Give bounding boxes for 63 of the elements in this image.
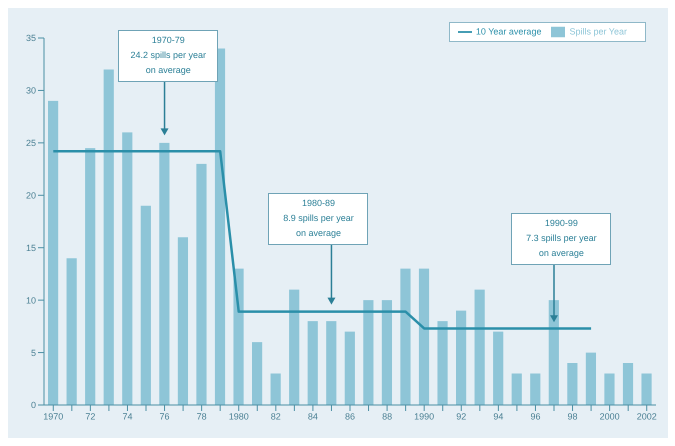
y-tick-label: 20 bbox=[26, 190, 36, 200]
callout-box: 1980-89 8.9 spills per year on average bbox=[268, 193, 368, 245]
bar bbox=[48, 100, 58, 405]
bar bbox=[530, 374, 540, 405]
bar bbox=[548, 300, 559, 405]
bar bbox=[214, 48, 226, 405]
y-tick-label: 0 bbox=[30, 400, 36, 410]
bar bbox=[604, 374, 615, 405]
x-tick-label: 78 bbox=[196, 411, 207, 422]
x-tick-label: 86 bbox=[344, 411, 356, 422]
bar bbox=[196, 164, 207, 405]
x-tick-label: 98 bbox=[568, 411, 578, 422]
bar bbox=[178, 237, 188, 405]
bar bbox=[122, 132, 132, 405]
bar bbox=[159, 142, 170, 405]
bar bbox=[493, 332, 504, 405]
bar bbox=[437, 321, 448, 405]
x-tick-label: 92 bbox=[456, 411, 466, 422]
y-tick-label: 25 bbox=[26, 138, 36, 148]
bar bbox=[474, 290, 485, 405]
bar bbox=[252, 342, 262, 405]
x-tick-label: 76 bbox=[160, 411, 170, 422]
x-tick-label: 96 bbox=[530, 411, 540, 422]
bar bbox=[140, 206, 151, 405]
bar bbox=[326, 321, 336, 405]
callout-box: 1970-79 24.2 spills per year on average bbox=[118, 30, 218, 82]
bar bbox=[233, 268, 244, 405]
bar bbox=[363, 300, 374, 405]
callout-box: 1990-99 7.3 spills per year on average bbox=[511, 213, 612, 265]
x-tick-label: 82 bbox=[270, 411, 281, 422]
bar bbox=[400, 268, 411, 405]
bar bbox=[66, 258, 77, 405]
y-tick-label: 5 bbox=[30, 348, 36, 358]
bar bbox=[344, 332, 355, 405]
bar bbox=[308, 321, 318, 405]
legend-label: 10 Year average bbox=[476, 26, 542, 36]
y-tick-label: 10 bbox=[26, 295, 36, 306]
x-tick-label: 84 bbox=[308, 411, 318, 422]
x-tick-label: 72 bbox=[85, 411, 96, 422]
bar bbox=[270, 374, 281, 405]
bar bbox=[382, 300, 392, 405]
x-tick-label: 2002 bbox=[636, 411, 657, 422]
legend-label: Spills per Year bbox=[569, 26, 627, 36]
bar bbox=[512, 374, 522, 405]
bar bbox=[456, 310, 466, 405]
y-tick-label: 35 bbox=[26, 33, 36, 44]
y-tick-label: 15 bbox=[26, 242, 36, 253]
bar bbox=[586, 352, 596, 405]
x-tick-label: 1990 bbox=[414, 411, 434, 422]
y-tick-label: 30 bbox=[26, 86, 36, 96]
bar bbox=[641, 374, 652, 405]
x-tick-label: 94 bbox=[493, 411, 504, 422]
bar bbox=[622, 363, 634, 405]
bar bbox=[104, 69, 114, 405]
x-tick-label: 74 bbox=[122, 411, 132, 422]
x-tick-label: 88 bbox=[382, 411, 392, 422]
bar bbox=[85, 148, 96, 405]
x-tick-label: 2000 bbox=[600, 411, 620, 422]
x-tick-label: 1980 bbox=[228, 411, 249, 422]
bar bbox=[567, 363, 578, 405]
bar bbox=[289, 290, 300, 405]
x-tick-label: 1970 bbox=[43, 411, 64, 422]
bar bbox=[418, 268, 430, 405]
